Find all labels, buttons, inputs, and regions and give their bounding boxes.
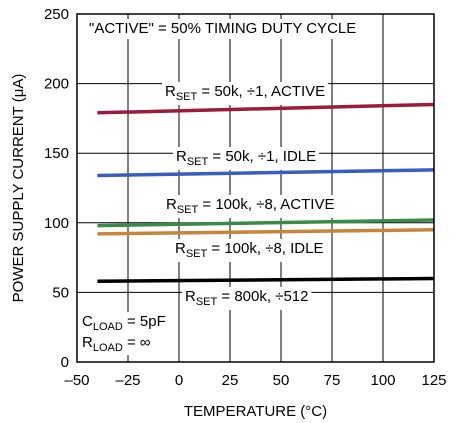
y-tick-label: 50 bbox=[52, 284, 69, 301]
series-label-bg bbox=[173, 147, 320, 170]
y-tick-label: 250 bbox=[44, 6, 69, 23]
duty-cycle-note: "ACTIVE" = 50% TIMING DUTY CYCLE bbox=[89, 20, 356, 37]
series-label-main: R bbox=[185, 288, 196, 305]
series-line-s3 bbox=[97, 218, 435, 228]
series-label-rest: = 100k, ÷8, ACTIVE bbox=[198, 196, 334, 213]
series-label-main: R bbox=[176, 148, 187, 165]
y-axis-label: POWER SUPPLY CURRENT (μA) bbox=[10, 74, 27, 303]
series-label-main: R bbox=[165, 83, 176, 100]
series-label-text: RSET = 100k, ÷8, ACTIVE bbox=[166, 196, 334, 216]
anno-cload-bg bbox=[80, 312, 168, 334]
duty-cycle-note-bg bbox=[86, 19, 360, 39]
series-label-text: RSET = 800k, ÷512 bbox=[185, 288, 308, 308]
series-lines bbox=[97, 102, 435, 284]
x-tick-label: 0 bbox=[175, 372, 183, 389]
x-tick-label: 75 bbox=[324, 372, 341, 389]
y-tick-label: 100 bbox=[44, 215, 69, 232]
series-label-bg bbox=[172, 239, 327, 262]
series-line-s1 bbox=[97, 102, 435, 115]
series-line-s2 bbox=[97, 168, 435, 178]
series-label-sub: SET bbox=[176, 91, 198, 103]
series-label-rest: = 50k, ÷1, IDLE bbox=[208, 148, 316, 165]
cload-main: C bbox=[82, 313, 93, 330]
series-label-sub: SET bbox=[177, 204, 199, 216]
x-axis-label: TEMPERATURE (°C) bbox=[184, 403, 327, 420]
rload-note: RLOAD = ∞ bbox=[82, 334, 151, 354]
cload-sub: LOAD bbox=[93, 321, 123, 333]
x-tick-label: –50 bbox=[64, 372, 89, 389]
cload-note: CLOAD = 5pF bbox=[82, 313, 166, 333]
series-line-s5 bbox=[97, 276, 435, 284]
series-label-s5: RSET = 800k, ÷512 bbox=[182, 287, 312, 310]
plot-frame bbox=[76, 13, 435, 363]
y-tick-label: 150 bbox=[44, 145, 69, 162]
y-tick-label: 200 bbox=[44, 76, 69, 93]
series-label-s1: RSET = 50k, ÷1, ACTIVE bbox=[162, 82, 329, 105]
series-label-text: RSET = 50k, ÷1, IDLE bbox=[176, 148, 316, 168]
tick-labels: –50 –25 0 25 50 75 100 125 0 50 100 150 200 250 bbox=[44, 6, 447, 389]
y-tick-label: 0 bbox=[61, 354, 69, 371]
series-label-s4: RSET = 100k, ÷8, IDLE bbox=[172, 239, 327, 262]
x-tick-label: 50 bbox=[273, 372, 290, 389]
rload-sub: LOAD bbox=[93, 342, 123, 354]
series-label-sub: SET bbox=[186, 248, 208, 260]
series-label-bg bbox=[182, 287, 312, 310]
series-label-sub: SET bbox=[196, 296, 218, 308]
series-label-s2: RSET = 50k, ÷1, IDLE bbox=[173, 147, 320, 170]
rload-main: R bbox=[82, 334, 93, 351]
series-label-text: RSET = 50k, ÷1, ACTIVE bbox=[165, 83, 325, 103]
series-label-s3: RSET = 100k, ÷8, ACTIVE bbox=[163, 195, 338, 218]
x-tick-label: 100 bbox=[370, 372, 395, 389]
x-tick-label: 125 bbox=[421, 372, 446, 389]
x-tick-label: 25 bbox=[222, 372, 239, 389]
series-label-main: R bbox=[166, 196, 177, 213]
anno-rload-bg bbox=[80, 333, 153, 355]
series-label-text: RSET = 100k, ÷8, IDLE bbox=[175, 240, 323, 260]
series-label-bg bbox=[163, 195, 338, 218]
series-line-s4 bbox=[97, 228, 435, 236]
series-label-main: R bbox=[175, 240, 186, 257]
series-label-bg bbox=[162, 82, 329, 105]
cload-value: = 5pF bbox=[123, 313, 166, 330]
series-label-rest: = 50k, ÷1, ACTIVE bbox=[197, 83, 325, 100]
series-label-sub: SET bbox=[187, 156, 209, 168]
x-tick-label: –25 bbox=[115, 372, 140, 389]
series-label-rest: = 800k, ÷512 bbox=[217, 288, 308, 305]
rload-value: = ∞ bbox=[123, 334, 151, 351]
series-label-rest: = 100k, ÷8, IDLE bbox=[207, 240, 323, 257]
